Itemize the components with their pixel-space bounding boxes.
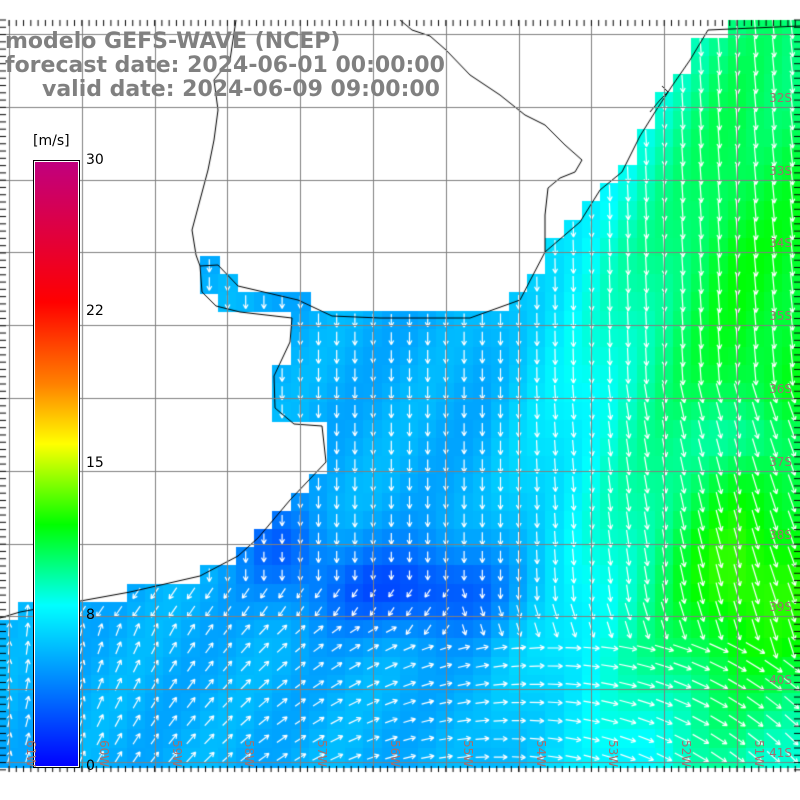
colorbar xyxy=(33,160,80,768)
latitude-label: 41S xyxy=(769,746,792,760)
colorbar-tick: 0 xyxy=(86,758,95,774)
colorbar-unit: [m/s] xyxy=(33,133,70,149)
longitude-label: 54W xyxy=(533,740,548,768)
longitude-label: 57W xyxy=(315,740,330,768)
colorbar-tick: 30 xyxy=(86,152,104,168)
valid-date: valid date: 2024-06-09 09:00:00 xyxy=(42,77,440,102)
colorbar-tick: 8 xyxy=(86,607,95,623)
longitude-label: 51W xyxy=(752,740,766,768)
latitude-label: 40S xyxy=(769,673,792,688)
latitude-label: 38S xyxy=(769,527,792,542)
latitude-label: 33S xyxy=(769,163,792,178)
longitude-label: 59W xyxy=(169,740,184,768)
longitude-label: 52W xyxy=(679,740,694,768)
colorbar-tick: 15 xyxy=(86,455,104,471)
forecast-date: forecast date: 2024-06-01 00:00:00 xyxy=(5,53,445,78)
latitude-label: 32S xyxy=(769,90,792,105)
latitude-label: 34S xyxy=(769,236,792,251)
longitude-label: 56W xyxy=(388,740,402,768)
longitude-label: 58W xyxy=(242,740,257,768)
latitude-label: 37S xyxy=(769,454,792,469)
longitude-label: 61W xyxy=(24,740,38,768)
latitude-label: 35S xyxy=(769,309,792,324)
latitude-label: 39S xyxy=(769,600,792,615)
longitude-label: 53W xyxy=(606,740,621,768)
colorbar-tick: 22 xyxy=(86,303,104,319)
model-title: modelo GEFS-WAVE (NCEP) xyxy=(5,29,341,54)
latitude-label: 36S xyxy=(769,382,792,396)
longitude-label: 55W xyxy=(460,740,475,768)
longitude-label: 60W xyxy=(96,740,111,768)
